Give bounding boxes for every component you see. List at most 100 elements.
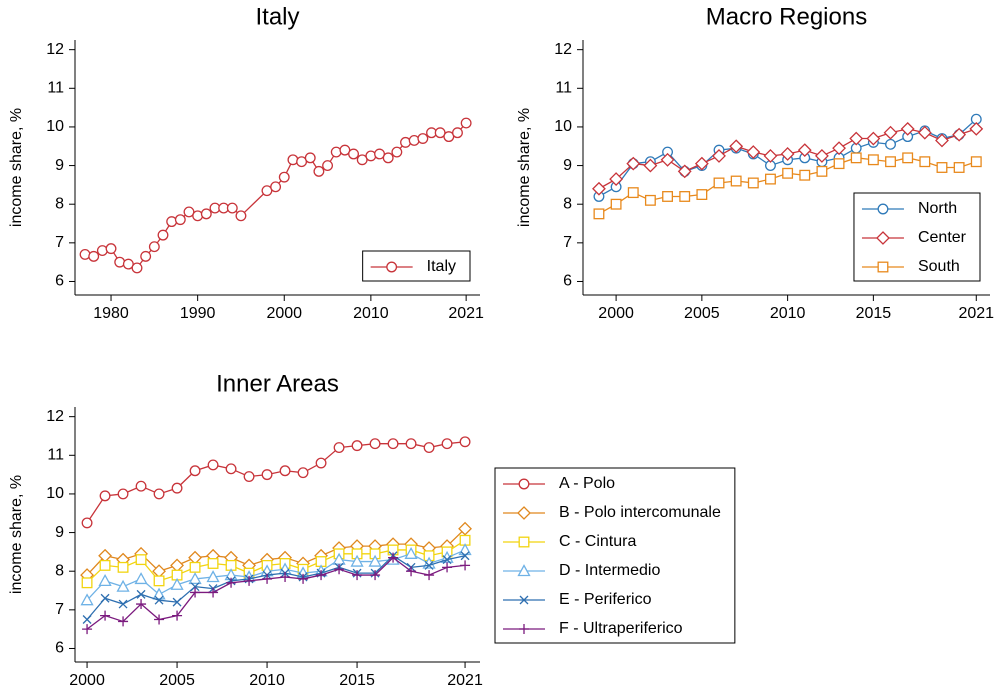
marker	[885, 156, 896, 168]
marker	[797, 143, 812, 158]
marker	[334, 564, 345, 575]
marker	[117, 488, 129, 500]
marker	[278, 171, 290, 183]
marker	[153, 488, 165, 500]
marker	[867, 154, 879, 166]
y-tick-label: 12	[554, 41, 572, 58]
legend-box	[494, 467, 736, 644]
marker	[952, 127, 967, 142]
marker	[135, 554, 147, 566]
x-tick-label: 2000	[266, 305, 302, 322]
legend-label: D - Intermedio	[559, 562, 660, 579]
marker	[296, 156, 308, 168]
y-axis-label: income share, %	[516, 108, 533, 227]
marker	[969, 121, 984, 136]
legend-item: Center	[861, 229, 967, 246]
y-tick-label: 12	[46, 41, 64, 58]
marker	[235, 210, 247, 222]
marker	[81, 517, 93, 529]
marker	[919, 156, 931, 168]
x-tick-label: 2021	[448, 305, 484, 322]
marker	[519, 595, 529, 605]
y-tick-label: 6	[563, 273, 572, 290]
marker	[917, 125, 932, 140]
y-tick-label: 11	[47, 447, 64, 464]
marker	[261, 185, 273, 197]
marker	[747, 177, 759, 189]
marker	[351, 440, 363, 452]
marker	[877, 203, 889, 215]
marker	[226, 202, 238, 214]
marker	[677, 164, 692, 179]
marker	[172, 597, 182, 607]
marker	[814, 148, 829, 163]
marker	[170, 577, 184, 590]
y-tick-label: 9	[55, 524, 64, 541]
marker	[816, 165, 828, 177]
legend-box	[362, 250, 471, 282]
marker	[98, 574, 112, 587]
y-tick-label: 11	[47, 80, 64, 97]
marker	[459, 436, 471, 448]
marker	[157, 229, 169, 241]
marker	[970, 156, 982, 168]
marker	[460, 551, 470, 561]
y-tick-label: 10	[554, 118, 572, 135]
series-line	[86, 556, 466, 630]
marker	[763, 148, 778, 163]
legend-item: C - Cintura	[503, 533, 636, 550]
marker	[200, 208, 212, 220]
x-tick-label: 2005	[159, 672, 195, 689]
marker	[82, 624, 93, 635]
marker	[660, 152, 675, 167]
marker	[694, 156, 709, 171]
legend-item: F - Ultraperiferico	[503, 620, 683, 637]
marker	[207, 558, 219, 569]
marker	[386, 261, 398, 273]
marker	[183, 206, 195, 218]
marker	[424, 560, 434, 570]
marker	[404, 546, 418, 559]
marker	[243, 471, 255, 482]
marker	[391, 146, 403, 158]
legend-item: A - Polo	[503, 475, 615, 492]
legend-label: E - Periferico	[559, 591, 652, 608]
x-tick-label: 2010	[353, 305, 389, 322]
marker	[100, 593, 110, 603]
marker	[313, 165, 325, 177]
y-tick-label: 6	[55, 640, 64, 657]
x-tick-label: 2021	[958, 305, 994, 322]
marker	[226, 577, 237, 588]
y-tick-label: 7	[563, 234, 572, 251]
y-axis-label: income share, %	[8, 475, 25, 594]
y-tick-label: 6	[55, 273, 64, 290]
marker	[443, 131, 455, 143]
marker	[105, 243, 117, 255]
marker	[424, 570, 435, 581]
panel: Italy income share, % 6 7 8 9 10 11 12 1980 1990 20…	[8, 3, 484, 322]
marker	[330, 146, 342, 158]
marker	[518, 478, 530, 490]
series-line	[86, 528, 466, 576]
marker	[460, 560, 471, 571]
y-tick-label: 7	[55, 234, 64, 251]
marker	[135, 480, 147, 492]
marker	[885, 138, 896, 150]
series-line	[86, 441, 466, 524]
marker	[387, 438, 399, 450]
legend-item: Italy	[370, 258, 456, 275]
x-tick-label: 2021	[447, 672, 483, 689]
marker	[592, 181, 606, 196]
marker	[166, 216, 178, 228]
legend-label: Italy	[427, 258, 456, 275]
marker	[374, 148, 385, 160]
chart-title: Macro Regions	[706, 3, 867, 30]
marker	[417, 133, 429, 144]
marker	[900, 121, 915, 136]
marker	[333, 442, 345, 454]
marker	[662, 191, 674, 202]
y-tick-label: 8	[55, 195, 64, 212]
marker	[696, 189, 708, 200]
marker	[352, 570, 363, 581]
marker	[356, 154, 368, 166]
